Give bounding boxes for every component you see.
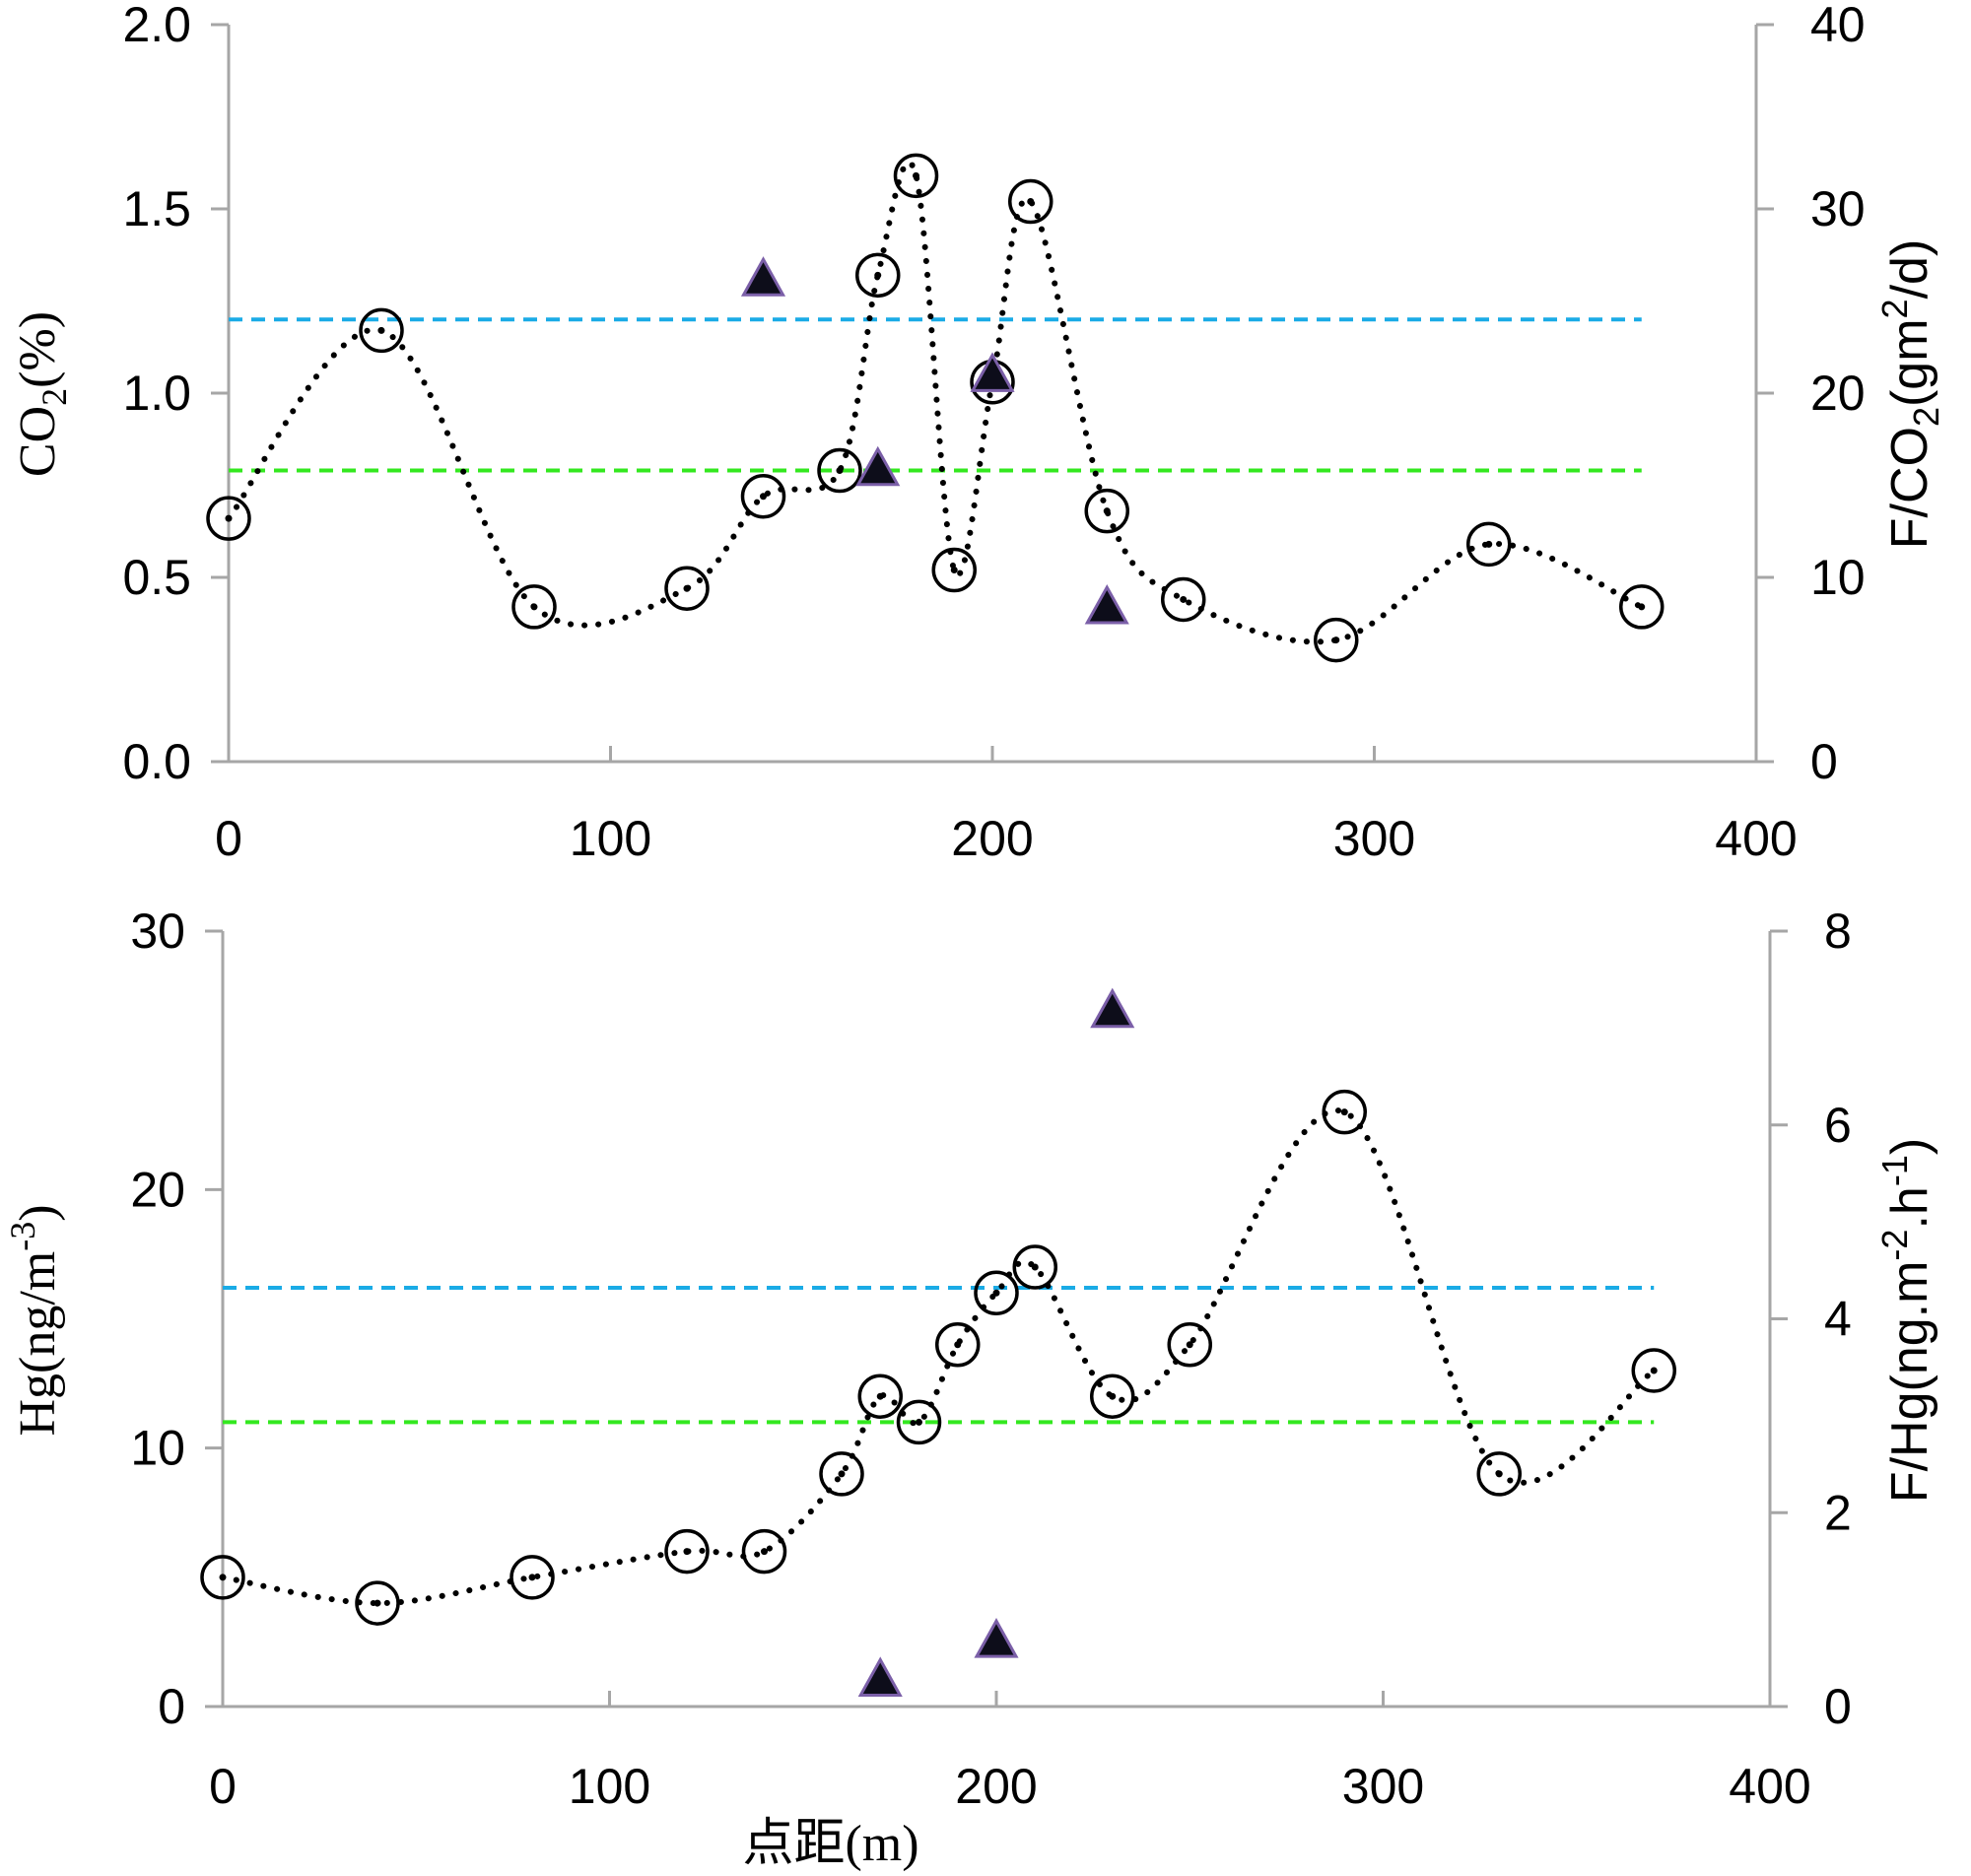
series-curve <box>226 159 1645 645</box>
data-point-circle <box>1466 521 1512 568</box>
data-point-circle <box>974 1270 1019 1316</box>
hg-dotted-curve <box>220 1107 1658 1607</box>
data-point-circle <box>510 1555 555 1600</box>
data-point-circle <box>741 1528 787 1574</box>
y-right-tick-label: 8 <box>1824 904 1852 959</box>
data-point-circle <box>931 547 977 593</box>
hg-x-tick-labels: 0 100 200 300 400 <box>209 1691 1811 1814</box>
y-right-tick-label: 0 <box>1824 1679 1852 1734</box>
x-tick-label: 0 <box>215 811 242 866</box>
y-right-tick-label: 30 <box>1810 181 1866 236</box>
y-right-tick-label: 4 <box>1824 1292 1852 1347</box>
flux-triangle-marker <box>857 1656 903 1697</box>
y-left-tick-label: 2.0 <box>122 0 191 52</box>
y-right-tick-label: 10 <box>1810 550 1866 605</box>
data-point-circle <box>893 153 939 199</box>
x-tick-label: 300 <box>1333 811 1415 866</box>
co2-left-axis-title: CO2(%) <box>10 311 74 477</box>
y-left-tick-label: 1.5 <box>122 181 191 236</box>
y-left-tick-label: 10 <box>130 1421 185 1476</box>
x-tick-label: 300 <box>1342 1759 1424 1814</box>
data-point-circle <box>355 1580 400 1626</box>
x-tick-label: 200 <box>955 1759 1037 1814</box>
y-left-tick-label: 30 <box>130 904 185 959</box>
data-point-circle <box>1314 617 1359 663</box>
hg-left-tick-labels: 0 10 20 30 <box>130 904 223 1734</box>
x-tick-label: 400 <box>1729 1759 1810 1814</box>
data-point-circle <box>855 252 901 299</box>
hg-right-tick-labels: 0 2 4 6 8 <box>1770 904 1852 1734</box>
hg-flux-markers <box>857 987 1135 1697</box>
y-right-tick-label: 0 <box>1810 734 1838 789</box>
co2-flux-markers <box>740 256 1129 625</box>
data-point-circle <box>511 584 557 630</box>
co2-right-tick-labels: 0 10 20 30 40 <box>1756 0 1866 789</box>
y-left-tick-label: 1.0 <box>122 366 191 421</box>
data-point-circle <box>1012 1244 1057 1290</box>
x-tick-label: 100 <box>569 1759 650 1814</box>
data-point-circle <box>206 496 251 541</box>
flux-triangle-marker <box>970 352 1015 392</box>
hg-right-axis-title: F/Hg(ng.m-2.h-1) <box>1874 1138 1938 1503</box>
co2-circle-markers <box>206 153 1665 663</box>
x-axis-title: 点距(m) <box>742 1816 918 1872</box>
data-point-circle <box>857 1374 903 1419</box>
co2-left-tick-labels: 0.0 0.5 1.0 1.5 2.0 <box>122 0 229 789</box>
data-point-circle <box>1322 1089 1367 1135</box>
y-right-tick-label: 6 <box>1824 1098 1852 1153</box>
y-right-tick-label: 40 <box>1810 0 1866 52</box>
series-curve <box>220 1107 1658 1607</box>
y-left-tick-label: 20 <box>130 1162 185 1217</box>
hg-left-axis-title: Hg(ng/m-3) <box>3 1204 66 1436</box>
x-tick-label: 400 <box>1715 811 1797 866</box>
data-point-circle <box>359 307 404 354</box>
co2-dotted-curve <box>226 159 1645 645</box>
data-point-circle <box>200 1555 245 1600</box>
data-point-circle <box>1476 1451 1522 1497</box>
data-point-circle <box>819 1451 864 1497</box>
data-point-circle <box>935 1321 981 1368</box>
data-point-circle <box>896 1399 942 1445</box>
data-point-circle <box>1167 1321 1212 1368</box>
data-point-circle <box>1619 584 1665 630</box>
co2-reference-lines <box>229 317 1642 473</box>
flux-triangle-marker <box>1090 987 1135 1029</box>
y-left-tick-label: 0.0 <box>122 734 191 789</box>
data-point-circle <box>1090 1374 1135 1419</box>
hg-panel: 0 10 20 30 0 2 4 6 8 0 100 200 300 400 Hg(ng/m-3) F… <box>3 904 1938 1872</box>
x-tick-label: 0 <box>209 1759 237 1814</box>
data-point-circle <box>817 447 862 494</box>
x-tick-label: 100 <box>570 811 651 866</box>
y-right-tick-label: 20 <box>1810 366 1866 421</box>
data-point-circle <box>664 1528 710 1574</box>
hg-circle-markers <box>200 1089 1676 1626</box>
data-point-circle <box>740 473 786 519</box>
data-point-circle <box>664 566 710 611</box>
data-point-circle <box>1631 1348 1676 1393</box>
data-point-circle <box>1084 488 1129 534</box>
y-left-tick-label: 0 <box>158 1679 185 1734</box>
data-point-circle <box>1008 178 1053 225</box>
co2-x-tick-labels: 0 100 200 300 400 <box>215 746 1798 866</box>
y-right-tick-label: 2 <box>1824 1485 1852 1540</box>
x-tick-label: 200 <box>951 811 1033 866</box>
flux-triangle-marker <box>855 445 901 487</box>
flux-triangle-marker <box>974 1618 1019 1658</box>
y-left-tick-label: 0.5 <box>122 550 191 605</box>
co2-right-axis-title: F/CO2(gm2/d) <box>1874 239 1946 550</box>
flux-triangle-marker <box>1084 583 1129 625</box>
data-point-circle <box>1161 576 1206 623</box>
flux-triangle-marker <box>740 256 786 297</box>
